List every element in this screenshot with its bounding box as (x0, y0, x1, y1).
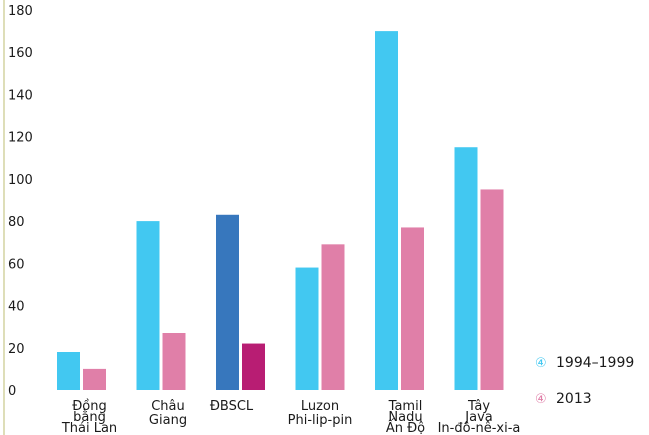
bar-series2-cat3 (321, 244, 345, 390)
category-label: Phi-lip-pin (288, 413, 353, 428)
bar-series2-cat4 (401, 227, 424, 390)
y-tick-label: 20 (8, 342, 25, 357)
category-label: Giang (149, 413, 187, 428)
bar-series2-cat5 (480, 189, 504, 390)
category-label: Nadu (388, 410, 422, 425)
legend-label: 2013 (556, 391, 592, 407)
y-tick-label: 60 (8, 257, 25, 272)
legend-marker-icon: ④ (535, 356, 547, 371)
category-label: In-đô-nê-xi-a (438, 421, 521, 435)
category-label: Ấn Độ (386, 419, 425, 435)
bar-series1-cat0 (57, 352, 80, 390)
y-tick-label: 100 (8, 173, 33, 188)
category-label: ĐBSCL (210, 399, 254, 414)
category-label: Thái Lan (61, 421, 117, 435)
bar-series1-cat5 (454, 147, 478, 390)
category-label: Java (464, 410, 492, 425)
y-tick-label: 0 (8, 384, 16, 399)
legend-label: 1994–1999 (556, 355, 634, 371)
category-label: Luzon (301, 399, 339, 414)
y-tick-label: 160 (8, 46, 33, 61)
bar-series1-cat2 (216, 214, 239, 390)
y-tick-label: 40 (8, 300, 25, 315)
y-tick-label: 80 (8, 215, 25, 230)
bar-series2-cat1 (162, 333, 186, 390)
bar-series2-cat2 (242, 343, 265, 390)
category-label: bằng (73, 410, 106, 425)
category-label: Châu (151, 399, 185, 414)
bar-series1-cat3 (295, 267, 319, 390)
y-tick-label: 120 (8, 131, 33, 146)
bars (57, 31, 504, 390)
legend-marker-icon: ④ (535, 392, 547, 407)
bar-series2-cat0 (83, 368, 106, 390)
category-label: Đồng (72, 399, 107, 414)
bar-series1-cat4 (375, 31, 398, 390)
category-label: Tamil (388, 399, 423, 414)
legend: ④ 1994–1999 ④ 2013 (535, 355, 634, 407)
y-tick-label: 180 (8, 4, 33, 19)
bar-series1-cat1 (136, 221, 160, 390)
y-tick-label: 140 (8, 88, 33, 103)
category-label: Tây (467, 399, 490, 414)
y-tick-labels: 0 20 40 60 80 100 120 140 160 180 (8, 4, 33, 399)
